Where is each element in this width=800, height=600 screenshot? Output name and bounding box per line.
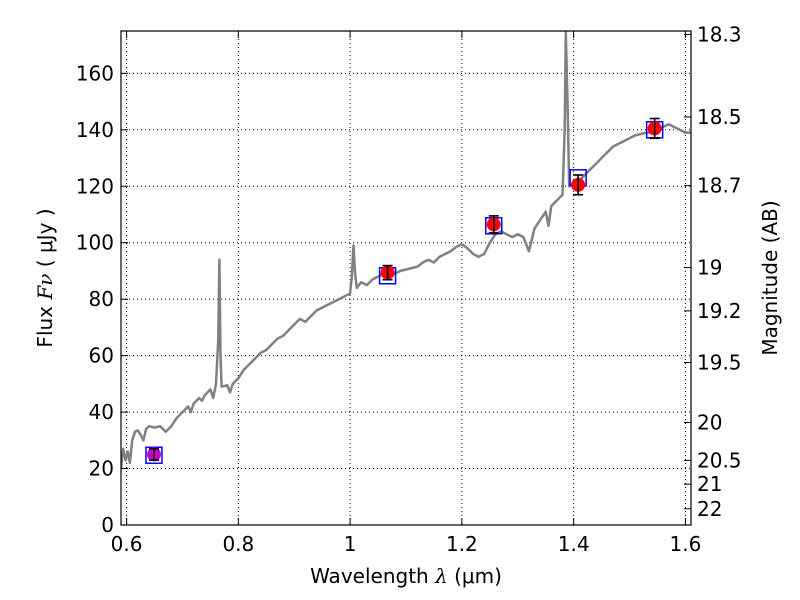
x-axis-ticks: 0.6 0.8 1 1.2 1.4 1.6 xyxy=(111,31,702,556)
magnitude-axis-label: Magnitude (AB) xyxy=(758,200,782,355)
y-tick-label: 140 xyxy=(76,118,114,142)
y-tick-label: 160 xyxy=(76,61,114,85)
y-tick-label: 0 xyxy=(101,513,114,537)
mag-tick-label: 22 xyxy=(697,497,722,521)
x-axis-label: Wavelength λ (μm) xyxy=(310,564,502,588)
mag-tick-label: 18.7 xyxy=(697,174,742,198)
y-tick-label: 20 xyxy=(89,457,114,481)
mag-tick-label: 19.5 xyxy=(697,351,742,375)
y-tick-label: 40 xyxy=(89,400,114,424)
y-tick-label: 60 xyxy=(89,344,114,368)
x-tick-label: 1 xyxy=(344,532,357,556)
y-axis-ticks: 0 20 40 60 80 100 120 140 160 xyxy=(76,61,128,537)
x-tick-label: 1.2 xyxy=(446,532,478,556)
y-tick-label: 120 xyxy=(76,174,114,198)
x-tick-label: 1.4 xyxy=(558,532,590,556)
y-axis-label: Flux Fν ( μJy ) xyxy=(33,208,57,347)
model-photometry-box xyxy=(145,446,163,465)
plot-frame xyxy=(120,30,692,526)
y-tick-label: 80 xyxy=(89,287,114,311)
mag-tick-label: 18.5 xyxy=(697,105,742,129)
mag-tick-label: 19 xyxy=(697,256,722,280)
grid xyxy=(121,31,691,526)
mag-tick-label: 18.3 xyxy=(697,22,742,46)
mag-tick-label: 20 xyxy=(697,411,722,435)
spectrum-layer xyxy=(121,31,691,469)
y-tick-label: 100 xyxy=(76,231,114,255)
points-layer xyxy=(145,117,664,465)
x-tick-label: 1.6 xyxy=(670,532,702,556)
model-spectrum-line xyxy=(121,31,691,469)
mag-tick-label: 20.5 xyxy=(697,448,742,472)
mag-tick-label: 21 xyxy=(697,472,722,496)
x-tick-label: 0.6 xyxy=(111,532,143,556)
mag-tick-label: 19.2 xyxy=(697,299,742,323)
x-tick-label: 0.8 xyxy=(222,532,254,556)
